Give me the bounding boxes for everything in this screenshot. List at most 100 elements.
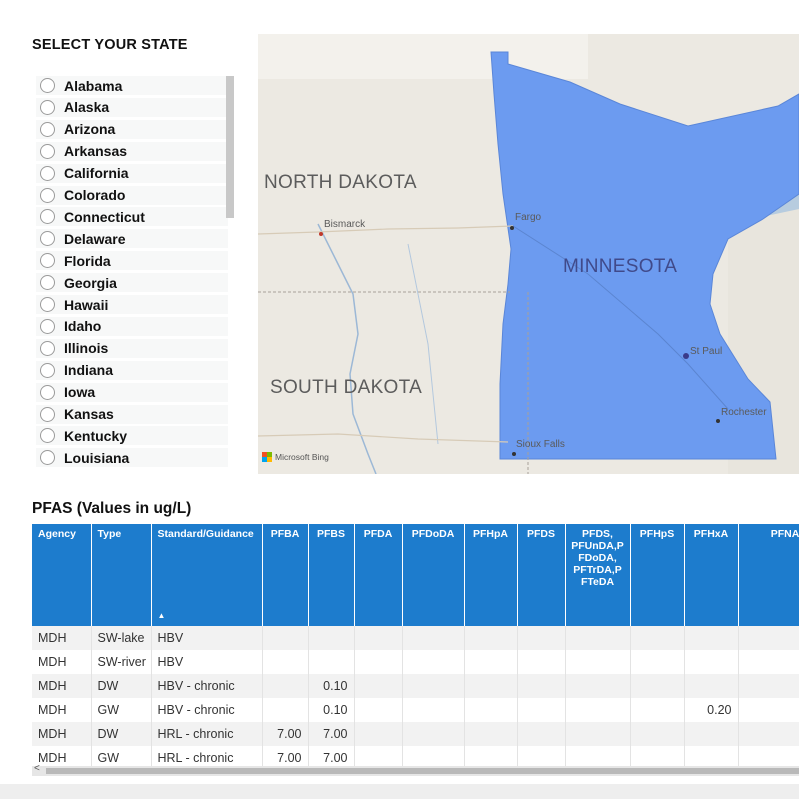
state-option[interactable]: Arkansas bbox=[36, 141, 228, 162]
state-option-label: Kentucky bbox=[64, 427, 128, 444]
table-row[interactable]: MDH SW-lake HBV bbox=[32, 626, 799, 650]
column-header[interactable]: Type bbox=[91, 524, 152, 626]
radio-button-icon[interactable] bbox=[40, 406, 55, 422]
radio-button-icon[interactable] bbox=[40, 384, 55, 400]
column-header[interactable]: PFDA bbox=[354, 524, 403, 626]
column-header[interactable]: PFHpS bbox=[630, 524, 685, 626]
james-river bbox=[407, 243, 439, 445]
radio-button-icon[interactable] bbox=[40, 362, 55, 378]
state-option[interactable]: Alabama bbox=[36, 76, 228, 96]
state-map[interactable]: NORTH DAKOTA SOUTH DAKOTA MINNESOTA Bism… bbox=[258, 34, 799, 474]
table-cell bbox=[354, 650, 403, 674]
column-header[interactable]: PFDoDA bbox=[402, 524, 465, 626]
table-cell bbox=[262, 626, 309, 650]
column-header-label: Type bbox=[97, 528, 122, 540]
radio-button-icon[interactable] bbox=[40, 209, 55, 225]
radio-button-icon[interactable] bbox=[40, 99, 55, 115]
radio-button-icon[interactable] bbox=[40, 143, 55, 159]
state-option[interactable]: Illinois bbox=[36, 338, 228, 359]
radio-button-icon[interactable] bbox=[40, 187, 55, 203]
column-header-label: PFDS bbox=[526, 528, 555, 540]
column-header-label: Standard/Guidance bbox=[157, 528, 254, 540]
column-header-label: PFHpS bbox=[639, 528, 675, 540]
state-option[interactable]: Indiana bbox=[36, 360, 228, 381]
road-mn bbox=[512, 225, 729, 410]
fargo-dot bbox=[510, 226, 514, 230]
table-cell bbox=[308, 650, 355, 674]
column-header[interactable]: PFHpA bbox=[464, 524, 518, 626]
table-row[interactable]: MDH SW-river HBV bbox=[32, 650, 799, 674]
radio-button-icon[interactable] bbox=[40, 318, 55, 334]
table-horizontal-scrollbar[interactable]: < bbox=[32, 763, 799, 776]
table-cell bbox=[630, 674, 685, 698]
table-cell bbox=[630, 698, 685, 722]
table-cell bbox=[565, 650, 631, 674]
table-cell bbox=[630, 722, 685, 746]
radio-button-icon[interactable] bbox=[40, 340, 55, 356]
state-option[interactable]: Delaware bbox=[36, 229, 228, 250]
column-header[interactable]: PFDS bbox=[517, 524, 566, 626]
table-cell bbox=[262, 674, 309, 698]
table-row[interactable]: MDH GW HBV - chronic 0.10 0.20 bbox=[32, 698, 799, 722]
radio-button-icon[interactable] bbox=[40, 428, 55, 444]
radio-button-icon[interactable] bbox=[40, 297, 55, 312]
radio-button-icon[interactable] bbox=[40, 275, 55, 291]
column-header[interactable]: PFBA bbox=[262, 524, 309, 626]
radio-button-icon[interactable] bbox=[40, 78, 55, 93]
radio-button-icon[interactable] bbox=[40, 231, 55, 247]
slicer-scrollbar[interactable] bbox=[226, 76, 234, 218]
state-option[interactable]: Connecticut bbox=[36, 207, 228, 228]
state-option[interactable]: Idaho bbox=[36, 316, 228, 337]
st-paul-dot bbox=[683, 353, 689, 359]
state-option[interactable]: Georgia bbox=[36, 273, 228, 294]
column-header[interactable]: Agency bbox=[32, 524, 92, 626]
table-cell: HRL - chronic bbox=[151, 722, 263, 746]
column-header-label: Agency bbox=[38, 528, 76, 540]
radio-button-icon[interactable] bbox=[40, 450, 55, 466]
table-cell bbox=[738, 626, 799, 650]
state-option[interactable]: Colorado bbox=[36, 185, 228, 206]
pfas-table[interactable]: Agency Type Standard/Guidance ▲ PFBA PFBS PFDA… bbox=[32, 524, 799, 774]
table-cell bbox=[517, 674, 566, 698]
state-option[interactable]: Kansas bbox=[36, 404, 228, 425]
table-cell bbox=[464, 626, 518, 650]
bing-attribution-text: Microsoft Bing bbox=[275, 452, 329, 462]
radio-button-icon[interactable] bbox=[40, 121, 55, 137]
scroll-left-icon[interactable]: < bbox=[34, 763, 40, 774]
state-option[interactable]: Hawaii bbox=[36, 295, 228, 315]
state-option[interactable]: California bbox=[36, 163, 228, 184]
table-row[interactable]: MDH DW HBV - chronic 0.10 bbox=[32, 674, 799, 698]
column-header[interactable]: PFNA bbox=[738, 524, 799, 626]
table-cell: 0.10 bbox=[308, 698, 355, 722]
table-cell: HBV - chronic bbox=[151, 698, 263, 722]
column-header[interactable]: PFDS, PFUnDA,P FDoDA, PFTrDA,P FTeDA bbox=[565, 524, 631, 626]
bismarck-dot bbox=[319, 232, 323, 236]
table-cell bbox=[684, 722, 739, 746]
sioux-falls-label: Sioux Falls bbox=[516, 439, 565, 450]
scrollbar-thumb[interactable] bbox=[46, 768, 799, 774]
rochester-dot bbox=[716, 419, 720, 423]
radio-button-icon[interactable] bbox=[40, 165, 55, 181]
state-option-label: California bbox=[64, 165, 129, 182]
state-option-label: Idaho bbox=[64, 318, 102, 335]
table-cell bbox=[630, 626, 685, 650]
state-option[interactable]: Kentucky bbox=[36, 426, 228, 447]
radio-button-icon[interactable] bbox=[40, 253, 55, 269]
state-option-label: Alaska bbox=[64, 99, 110, 116]
table-cell bbox=[262, 650, 309, 674]
map-canvas bbox=[258, 34, 799, 474]
table-row[interactable]: MDH DW HRL - chronic 7.00 7.00 bbox=[32, 722, 799, 746]
column-header[interactable]: PFHxA bbox=[684, 524, 739, 626]
column-header[interactable]: PFBS bbox=[308, 524, 355, 626]
footer-bar bbox=[0, 784, 799, 799]
column-header-label: PFBA bbox=[270, 528, 300, 540]
state-option[interactable]: Louisiana bbox=[36, 448, 228, 469]
state-option[interactable]: Arizona bbox=[36, 119, 228, 140]
column-header[interactable]: Standard/Guidance ▲ bbox=[151, 524, 263, 626]
sort-ascending-icon[interactable]: ▲ bbox=[157, 611, 166, 620]
state-option[interactable]: Alaska bbox=[36, 97, 228, 118]
fargo-label: Fargo bbox=[515, 212, 542, 223]
state-option[interactable]: Florida bbox=[36, 251, 228, 272]
state-option[interactable]: Iowa bbox=[36, 382, 228, 403]
state-slicer-list[interactable]: Alabama Alaska Arizona Arkansas California Co… bbox=[36, 76, 236, 472]
